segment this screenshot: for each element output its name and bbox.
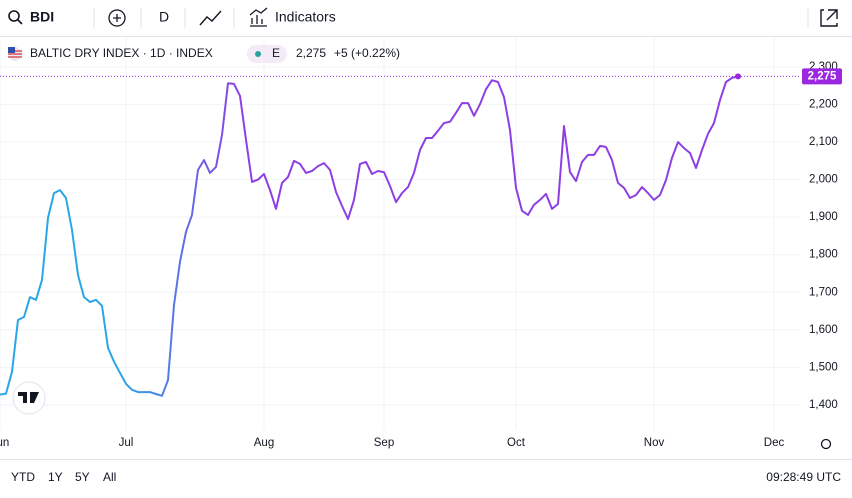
y-tick-label: 1,400: [809, 399, 838, 411]
range[interactable]: 5Y: [75, 470, 90, 484]
x-tick-label: Nov: [644, 437, 665, 449]
settings[interactable]: [820, 438, 832, 450]
popout[interactable]: [820, 9, 838, 27]
x-tick-label: Sep: [374, 437, 394, 449]
range[interactable]: All: [103, 470, 116, 484]
toolbar: BDI D Indicators: [0, 7, 852, 37]
clock: 09:28:49 UTC: [766, 470, 841, 484]
symbol-name[interactable]: BALTIC DRY INDEX · 1D · INDEX: [30, 46, 213, 60]
chart-style[interactable]: [199, 10, 222, 26]
last-point: [735, 73, 741, 80]
symbol[interactable]: BDI: [30, 9, 54, 25]
y-tick-label: 1,600: [809, 324, 838, 336]
add-symbol[interactable]: [108, 9, 126, 27]
price-line: [0, 75, 739, 397]
y-tick-label: 1,900: [809, 211, 838, 223]
legend-change: +5 (+0.22%): [334, 46, 400, 60]
y-tick-label: 1,500: [809, 361, 838, 373]
footer: YTD 1Y 5Y All 09:28:49 UTC: [0, 438, 852, 484]
indicators-icon[interactable]: [249, 7, 268, 27]
x-tick-label: Aug: [254, 437, 274, 449]
y-tick-label: 2,000: [809, 174, 838, 186]
range[interactable]: 1Y: [48, 470, 63, 484]
badge: E: [272, 46, 280, 60]
range[interactable]: YTD: [11, 470, 35, 484]
interval[interactable]: D: [159, 9, 169, 25]
y-tick-label: 1,700: [809, 286, 838, 298]
x-tick-label: Jun: [0, 437, 9, 449]
legend: BALTIC DRY INDEX · 1D · INDEX E 2,275 +5…: [8, 45, 400, 63]
y-tick-label: 2,200: [809, 99, 838, 111]
indicators[interactable]: Indicators: [275, 9, 336, 25]
logo[interactable]: [12, 381, 46, 415]
x-tick-label: Dec: [764, 437, 785, 449]
x-tick-label: Jul: [119, 437, 134, 449]
y-tick-label: 1,800: [809, 249, 838, 261]
price-badge: [802, 68, 842, 85]
search-icon[interactable]: [8, 10, 20, 22]
price-badge-label: 2,275: [808, 70, 837, 82]
y-tick-label: 2,100: [809, 136, 838, 148]
x-tick-label: Oct: [507, 437, 526, 449]
legend-price: 2,275: [296, 46, 326, 60]
